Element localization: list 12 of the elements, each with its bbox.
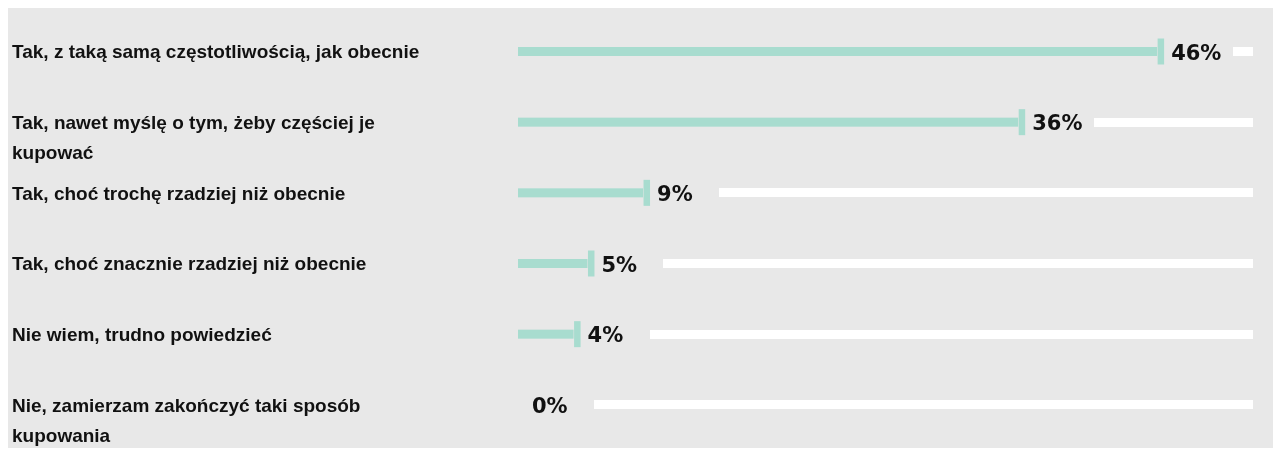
y-tick-label: Tak, choć trochę rzadziej niż obecnie <box>12 182 346 204</box>
y-tick-label: Tak, z taką samą częstotliwością, jak obecnie <box>12 41 420 63</box>
y-tick-label: Tak, choć znacznie rzadziej niż obecnie <box>12 253 367 275</box>
data-label: 9% <box>657 181 693 206</box>
y-tick-label: Tak, nawet myślę o tym, żeby częściej je kupować <box>12 112 375 163</box>
data-label: 4% <box>587 323 624 348</box>
data-label: 5% <box>601 252 638 277</box>
data-label: 36% <box>1032 111 1083 136</box>
data-label: 46% <box>1171 40 1222 65</box>
data-label: 0% <box>532 393 568 418</box>
y-tick-label: Nie wiem, trudno powiedzieć <box>12 324 273 345</box>
y-tick-label: Nie, zamierzam zakończyć taki sposób kupowania <box>12 394 361 446</box>
